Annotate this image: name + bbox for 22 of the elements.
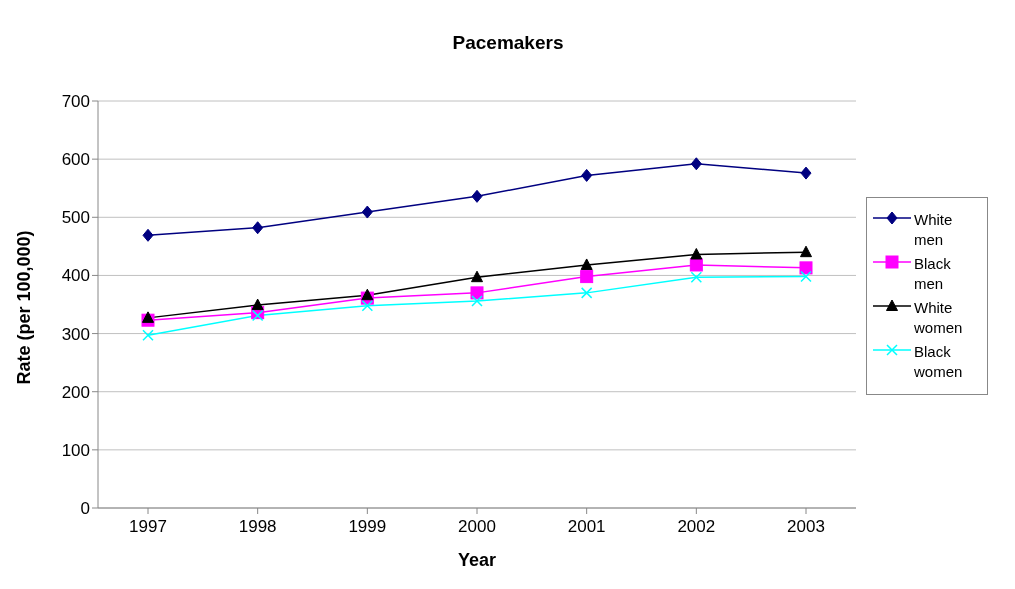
x-tick-label: 2002 <box>677 517 716 537</box>
legend-label: White men <box>914 209 954 250</box>
y-tick-label: 600 <box>61 150 90 170</box>
x-tick-label: 1997 <box>129 517 167 537</box>
y-axis-title: Rate (per 100,000) <box>14 230 35 385</box>
y-tick-label: 300 <box>61 324 90 344</box>
x-tick-label: 2001 <box>567 517 606 537</box>
x-tick-label: 2000 <box>458 517 496 537</box>
y-tick-label: 400 <box>61 266 90 286</box>
x-tick-label: 1998 <box>238 517 277 537</box>
legend-label: Black women <box>914 341 964 382</box>
y-tick-label: 200 <box>61 382 90 402</box>
chart-title: Pacemakers <box>451 32 565 54</box>
legend-label: Black men <box>914 253 952 294</box>
y-tick-label: 500 <box>61 208 90 228</box>
x-tick-label: 2003 <box>787 517 825 537</box>
legend-label: White women <box>914 297 964 338</box>
x-tick-label: 1999 <box>348 517 387 537</box>
x-axis-title: Year <box>457 550 497 570</box>
y-tick-label: 700 <box>61 92 90 112</box>
y-tick-label: 0 <box>80 499 90 519</box>
y-tick-label: 100 <box>61 440 90 460</box>
